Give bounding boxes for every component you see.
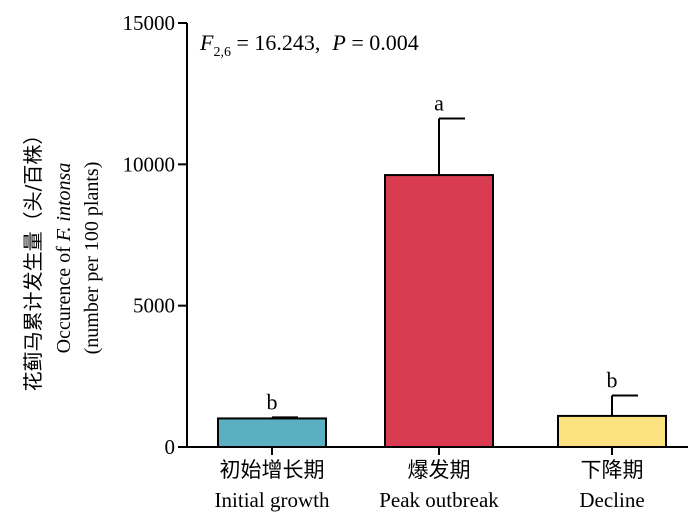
stat-annotation: F2,6 = 16.243, P = 0.004	[199, 30, 419, 60]
bar	[217, 417, 327, 448]
x-tick-label: Decline	[579, 488, 644, 512]
bar	[384, 174, 494, 448]
x-tick-label-cn: 下降期	[581, 458, 644, 482]
x-tick-label-cn: 初始增长期	[220, 458, 325, 482]
y-axis-title-units: (number per 100 plants)	[81, 162, 103, 355]
y-axis-title-cn: 花蓟马累计发生量（头/百株）	[21, 125, 45, 392]
p-value: = 0.004	[346, 30, 419, 55]
y-axis-title: 花蓟马累计发生量（头/百株） Occurence of F. intonsa (…	[21, 125, 103, 392]
bars: b a b	[217, 91, 667, 449]
p-symbol: P	[331, 30, 345, 55]
x-tick-label-cn: 爆发期	[408, 458, 471, 482]
y-axis-title-en-species: F. intonsa	[53, 163, 75, 243]
x-axis: 初始增长期 Initial growth 爆发期 Peak outbreak 下降期 De…	[186, 446, 688, 512]
stat-subscript: 2,6	[213, 45, 231, 60]
y-tick-label: 5000	[133, 294, 175, 318]
significance-letter: a	[434, 91, 444, 116]
y-axis-title-en: Occurence of F. intonsa	[53, 163, 75, 354]
y-axis-title-en-prefix: Occurence of	[53, 241, 75, 353]
stat-symbol: F	[199, 30, 214, 55]
significance-letter: b	[267, 389, 278, 414]
stat-value: = 16.243,	[231, 30, 320, 55]
significance-letter: b	[607, 368, 618, 393]
y-tick-label: 15000	[123, 11, 176, 35]
y-tick-label: 0	[165, 435, 176, 459]
x-tick-label: Initial growth	[215, 488, 330, 512]
x-tick-label: Peak outbreak	[379, 488, 499, 512]
bar	[557, 414, 667, 449]
y-tick-label: 10000	[123, 152, 176, 176]
y-axis: 0 5000 10000 15000	[123, 11, 188, 459]
